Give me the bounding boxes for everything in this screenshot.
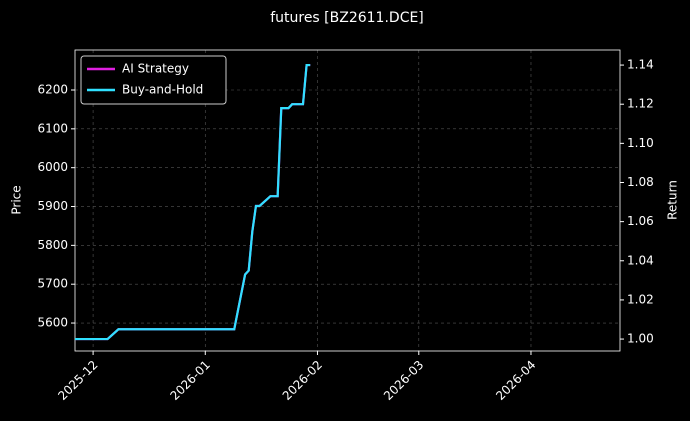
legend-label: AI Strategy	[122, 62, 189, 76]
x-tick-label: 2026-02	[280, 358, 325, 403]
y2-tick-label: 1.14	[627, 58, 654, 72]
y2-tick-label: 1.10	[627, 136, 654, 150]
series-line	[75, 63, 311, 341]
y2-tick-label: 1.08	[627, 175, 654, 189]
y-tick-label: 5900	[37, 199, 68, 213]
x-tick-label: 2026-04	[493, 358, 538, 403]
x-tick-label: 2025-12	[55, 358, 100, 403]
y-tick-label: 5700	[37, 277, 68, 291]
x-tick-label: 2026-01	[168, 358, 213, 403]
legend-box	[80, 55, 227, 105]
y2-tick-label: 1.06	[627, 214, 654, 228]
y-tick-label: 5600	[37, 316, 68, 330]
y2-axis-label: Return	[666, 180, 680, 220]
y-tick-label: 6200	[37, 83, 68, 97]
legend-label: Buy-and-Hold	[122, 83, 203, 97]
y2-tick-label: 1.02	[627, 292, 654, 306]
legend: AI Strategy Buy-and-Hold	[80, 55, 227, 105]
y2-tick-label: 1.04	[627, 253, 654, 267]
series-line	[75, 63, 311, 341]
plot-frame	[74, 49, 621, 352]
chart-title: futures [BZ2611.DCE]	[270, 10, 424, 26]
y-tick-label: 5800	[37, 238, 68, 252]
y-axis-label: Price	[10, 185, 24, 214]
y-tick-label: 6000	[37, 160, 68, 174]
y2-tick-label: 1.12	[627, 97, 654, 111]
x-tick-label: 2026-03	[381, 358, 426, 403]
y-tick-label: 6100	[37, 121, 68, 135]
y2-tick-label: 1.00	[627, 332, 654, 346]
